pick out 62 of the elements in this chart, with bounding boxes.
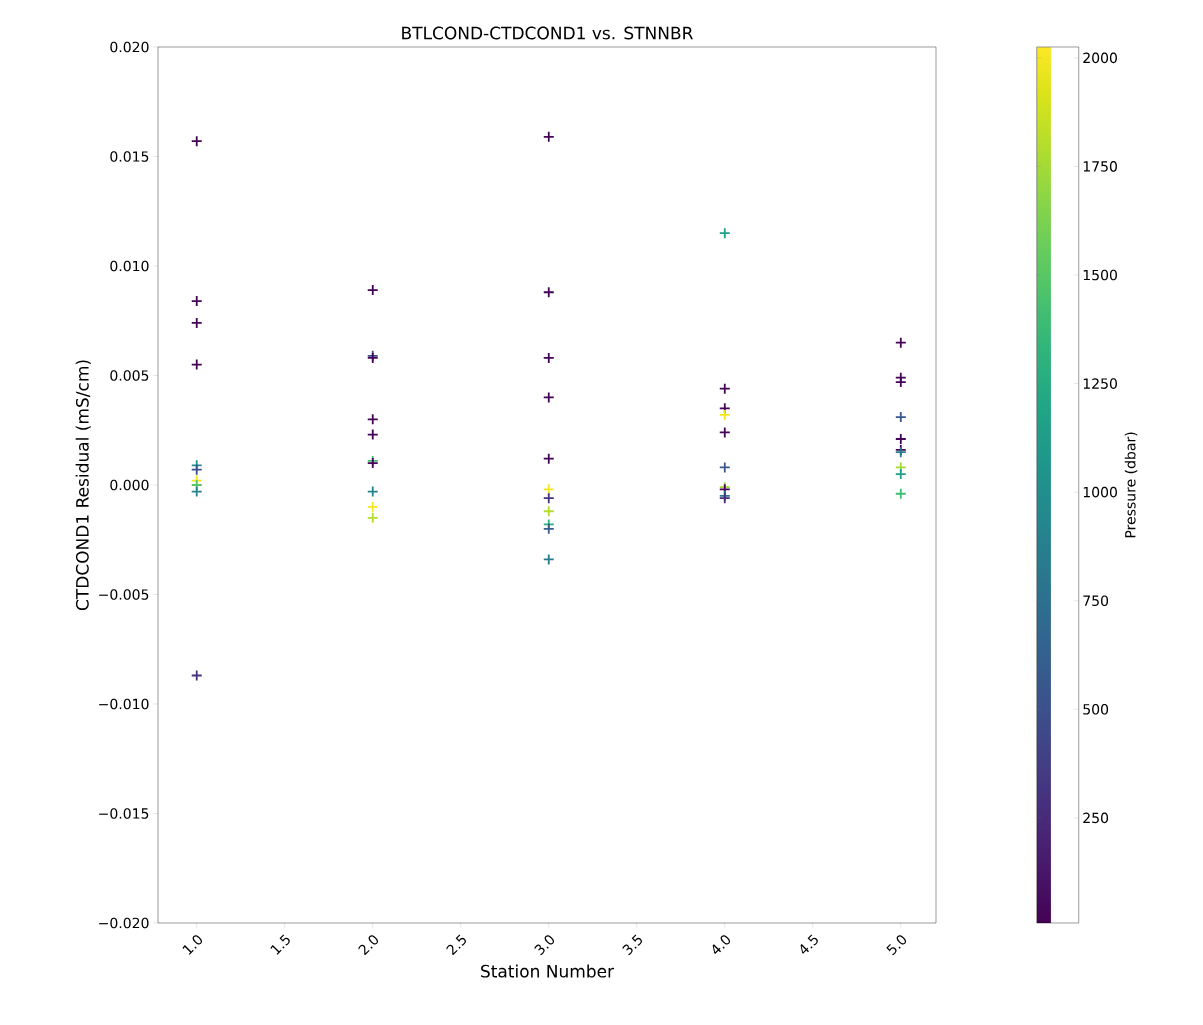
point <box>542 522 555 535</box>
x-tick-label: 2.5 <box>446 934 466 956</box>
point <box>718 426 731 439</box>
chart-title: BTLCOND-CTDCOND1 vs. STNNBR <box>402 26 693 40</box>
y-tick-label: −0.020 <box>99 917 149 929</box>
x-tick-label: 2.0 <box>358 935 379 956</box>
y-axis-title: CTDCOND1 Residual (mS/cm) <box>75 360 91 611</box>
point <box>190 358 203 371</box>
point <box>366 413 379 426</box>
y-tick-label: 0.005 <box>110 370 149 381</box>
point <box>718 461 731 474</box>
x-tick-label: 1.0 <box>182 935 203 955</box>
x-tick-label: 1.5 <box>270 934 290 955</box>
point <box>542 553 555 566</box>
color-bar-label: 500 <box>1083 704 1109 715</box>
point <box>542 483 555 496</box>
point <box>718 382 731 395</box>
point <box>542 391 555 404</box>
point <box>190 135 203 148</box>
point <box>894 433 907 445</box>
point <box>366 428 379 441</box>
point <box>542 492 555 505</box>
y-tick-label: −0.005 <box>99 589 149 600</box>
point <box>542 286 555 299</box>
point <box>894 411 907 423</box>
point <box>894 336 907 349</box>
point <box>542 130 555 143</box>
point <box>190 669 203 682</box>
y-tick-label: −0.015 <box>99 808 149 819</box>
point <box>190 295 203 307</box>
color-bar-title: Pressure (dbar) <box>1124 432 1138 538</box>
color-bar-label: 2000 <box>1083 52 1117 64</box>
y-tick-label: −0.010 <box>99 698 149 710</box>
y-tick-label: 0.010 <box>110 260 149 272</box>
x-tick-label: 5.0 <box>886 935 907 956</box>
point <box>190 485 203 498</box>
point <box>894 487 907 500</box>
point <box>190 317 203 329</box>
point <box>718 409 731 421</box>
x-tick-label: 4.0 <box>712 935 731 954</box>
color-bar-label: 1750 <box>1083 161 1117 172</box>
point <box>542 452 555 465</box>
color-bar-label: 1500 <box>1083 269 1117 281</box>
y-tick-label: 0.000 <box>110 479 149 491</box>
x-axis-title: Station Number <box>481 964 615 978</box>
y-tick-label: 0.020 <box>110 41 149 53</box>
color-bar-label: 750 <box>1083 595 1109 607</box>
color-bar-label: 1250 <box>1083 378 1117 389</box>
x-tick-label: 3.5 <box>622 934 643 956</box>
point <box>366 284 379 296</box>
color-bar-label: 250 <box>1083 812 1109 824</box>
y-tick-label: 0.015 <box>110 151 149 162</box>
color-bar-label: 1000 <box>1083 486 1117 498</box>
point <box>366 485 379 498</box>
point <box>542 505 555 518</box>
point <box>190 463 203 476</box>
point <box>718 227 731 240</box>
x-tick-label: 3.0 <box>534 935 555 956</box>
point <box>542 352 555 364</box>
point <box>894 468 907 480</box>
x-tick-label: 4.5 <box>800 934 818 954</box>
point <box>366 511 379 524</box>
